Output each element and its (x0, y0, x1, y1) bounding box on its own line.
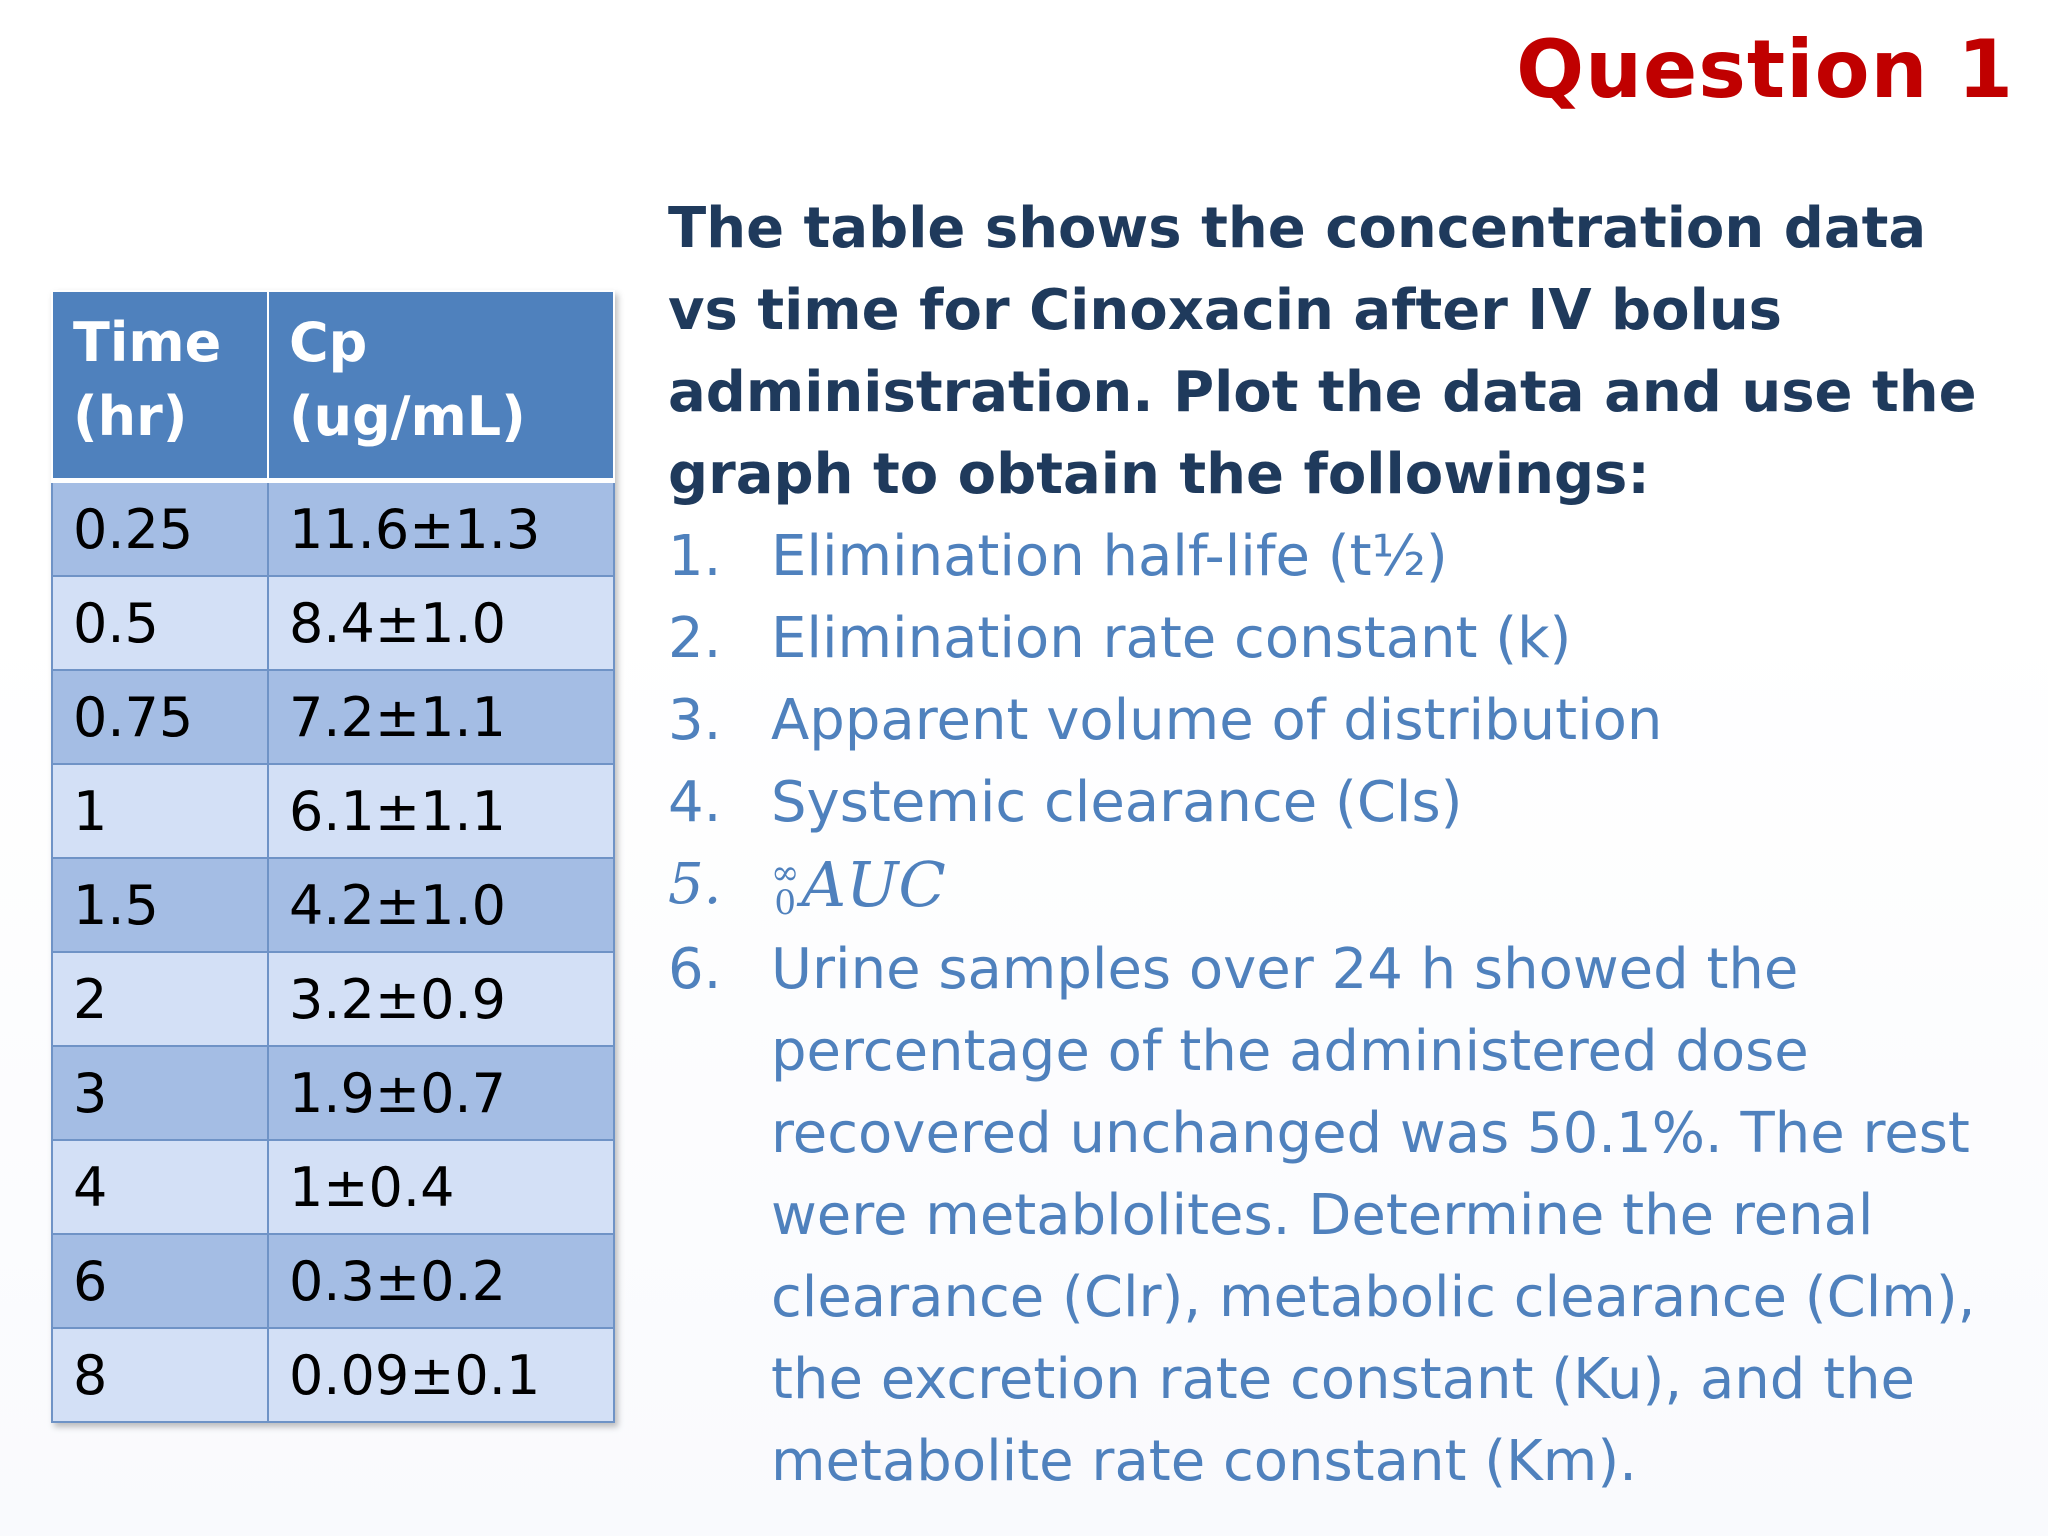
auc-expression: ∞ 0 AUC (771, 844, 1998, 929)
list-item: 1. Elimination half-life (t½) (668, 516, 1998, 598)
time-cell: 0.75 (51, 669, 269, 765)
table-row: 0.25 11.6±1.3 (51, 479, 616, 577)
table-row: 8 0.09±0.1 (51, 1327, 616, 1423)
time-cell: 2 (51, 951, 269, 1047)
question-list: 1. Elimination half-life (t½) 2. Elimina… (668, 516, 1998, 1503)
time-cell: 4 (51, 1139, 269, 1235)
concentration-cell: 3.2±0.9 (266, 951, 616, 1047)
upper-limit: ∞ (771, 852, 800, 893)
auc-label: AUC (801, 848, 946, 921)
item-text: Systemic clearance (Cls) (771, 770, 1463, 835)
header-time: Time (hr) (51, 290, 269, 483)
item-number: 1. (668, 524, 722, 589)
table-row: 1.5 4.2±1.0 (51, 857, 616, 953)
question-intro: The table shows the concentration data v… (668, 196, 1977, 507)
concentration-cell: 7.2±1.1 (266, 669, 616, 765)
list-item: 2. Elimination rate constant (k) (668, 598, 1998, 680)
list-item-auc: 5. ∞ 0 AUC (668, 844, 1998, 929)
concentration-cell: 1±0.4 (266, 1139, 616, 1235)
item-number: 3. (668, 688, 722, 753)
lower-limit: 0 (774, 882, 796, 923)
concentration-cell: 11.6±1.3 (266, 479, 616, 577)
item-text: Elimination rate constant (k) (771, 606, 1572, 671)
item-text: Urine samples over 24 h showed the perce… (771, 937, 1976, 1494)
concentration-cell: 6.1±1.1 (266, 763, 616, 859)
concentration-cell: 1.9±0.7 (266, 1045, 616, 1141)
table-row: 2 3.2±0.9 (51, 951, 616, 1047)
item-text: Elimination half-life (t½) (771, 524, 1448, 589)
time-cell: 8 (51, 1327, 269, 1423)
time-cell: 6 (51, 1233, 269, 1329)
item-number: 5. (668, 852, 722, 917)
concentration-cell: 4.2±1.0 (266, 857, 616, 953)
item-number: 4. (668, 770, 722, 835)
time-cell: 1 (51, 763, 269, 859)
slide-title: Question 1 (1516, 23, 2014, 116)
integral-limits: ∞ 0 (771, 852, 800, 923)
table-row: 4 1±0.4 (51, 1139, 616, 1235)
time-cell: 0.25 (51, 479, 269, 577)
concentration-cell: 0.3±0.2 (266, 1233, 616, 1329)
table-header-row: Time (hr) Cp (ug/mL) (51, 290, 616, 483)
header-concentration: Cp (ug/mL) (266, 290, 616, 483)
item-text: Apparent volume of distribution (771, 688, 1663, 753)
table-row: 3 1.9±0.7 (51, 1045, 616, 1141)
list-item: 6. Urine samples over 24 h showed the pe… (668, 929, 1998, 1503)
list-item: 3. Apparent volume of distribution (668, 680, 1998, 762)
item-number: 6. (668, 937, 722, 1002)
time-cell: 3 (51, 1045, 269, 1141)
table-row: 0.75 7.2±1.1 (51, 669, 616, 765)
table-row: 1 6.1±1.1 (51, 763, 616, 859)
table-row: 6 0.3±0.2 (51, 1233, 616, 1329)
concentration-table: Time (hr) Cp (ug/mL) 0.25 11.6±1.3 0.5 8… (51, 290, 616, 1423)
table-row: 0.5 8.4±1.0 (51, 575, 616, 671)
list-item: 4. Systemic clearance (Cls) (668, 762, 1998, 844)
concentration-cell: 0.09±0.1 (266, 1327, 616, 1423)
item-number: 2. (668, 606, 722, 671)
time-cell: 1.5 (51, 857, 269, 953)
concentration-cell: 8.4±1.0 (266, 575, 616, 671)
question-content: The table shows the concentration data v… (668, 188, 1998, 1503)
time-cell: 0.5 (51, 575, 269, 671)
